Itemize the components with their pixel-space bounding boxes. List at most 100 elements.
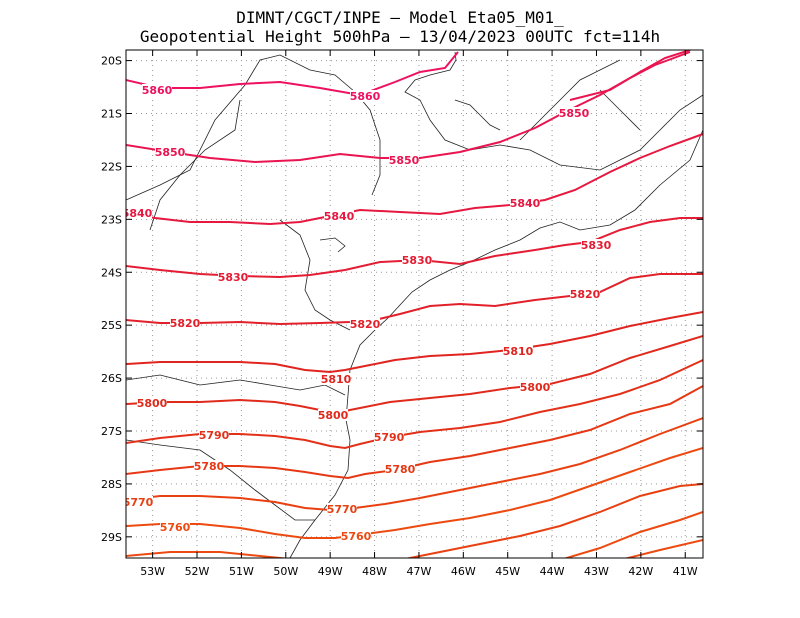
contour-label-background: [520, 381, 550, 393]
contour-label: 5760: [160, 521, 191, 534]
contour-label-background: [570, 288, 600, 300]
y-tick-label: 20S: [101, 55, 122, 68]
contour-label: 5850: [559, 107, 590, 120]
contour-label: 5810: [503, 345, 534, 358]
contour-label: 5840: [122, 207, 153, 220]
contour-label-background: [218, 271, 248, 283]
contour-label: 5830: [402, 254, 433, 267]
contour-label: 5790: [374, 431, 405, 444]
contour-label-background: [510, 197, 540, 209]
y-tick-label: 22S: [101, 160, 122, 173]
lake: [319, 237, 346, 253]
state-border: [126, 374, 346, 396]
contour-label-background: [126, 496, 153, 508]
y-tick-label: 27S: [101, 425, 122, 438]
contour-label: 5830: [218, 271, 249, 284]
contour-5790: [126, 359, 703, 450]
contour-label: 5800: [318, 409, 349, 422]
y-tick-label: 25S: [101, 319, 122, 332]
contour-label: 5760: [341, 530, 372, 543]
x-tick-label: 49W: [318, 565, 343, 578]
contour-5850: [126, 51, 691, 164]
contour-5760: [126, 447, 703, 539]
contour-5800: [126, 335, 703, 414]
contour-5810: [126, 311, 703, 374]
title-line-1: DIMNT/CGCT/INPE – Model Eta05_M01_: [236, 8, 564, 27]
contour-label: 5800: [520, 381, 551, 394]
contour-label: 5800: [137, 397, 168, 410]
contour-5780: [126, 385, 703, 480]
contour-label-background: [170, 317, 200, 329]
x-axis: 53W 52W 51W 50W 49W 48W 47W 46W 45W 44W 43W 42W 41W: [140, 50, 698, 578]
plot-frame: [125, 49, 704, 559]
contour-label: 5820: [170, 317, 201, 330]
contour-5770: [126, 417, 703, 512]
x-tick-label: 45W: [495, 565, 520, 578]
contour-label-background: [350, 90, 380, 102]
contour-label-background: [389, 154, 419, 166]
y-tick-label: 24S: [101, 266, 122, 279]
contour-label-background: [341, 530, 371, 542]
y-tick-label: 28S: [101, 478, 122, 491]
contour-label: 5850: [155, 146, 186, 159]
y-tick-label: 29S: [101, 531, 122, 544]
contour-label: 5840: [510, 197, 541, 210]
contour-label: 5780: [194, 460, 225, 473]
state-border: [126, 439, 315, 521]
contour-label-background: [155, 146, 185, 158]
coastline: [404, 51, 703, 171]
x-tick-label: 48W: [362, 565, 387, 578]
state-border: [519, 59, 621, 141]
contour-label-background: [137, 397, 167, 409]
state-border: [126, 54, 381, 201]
contour-label-background: [321, 373, 351, 385]
contour-label: 5860: [142, 84, 173, 97]
contour-label-background: [374, 431, 404, 443]
coastline-and-borders: [126, 51, 703, 558]
title-line-2: Geopotential Height 500hPa – 13/04/2023 …: [139, 27, 661, 46]
state-border: [149, 99, 241, 231]
contour-label: 5840: [324, 210, 355, 223]
coastline: [289, 129, 703, 558]
contour-label-background: [194, 460, 224, 472]
y-axis: 20S 21S 22S 23S 24S 25S 26S 27S 28S 29S: [101, 55, 703, 544]
contour-label: 5820: [570, 288, 601, 301]
contour-label: 5860: [350, 90, 381, 103]
contour-label: 5790: [199, 429, 230, 442]
contour-label: 5770: [327, 503, 358, 516]
contour-5760: [623, 539, 703, 558]
contour-label: 5830: [581, 239, 612, 252]
contour-label: 5770: [123, 496, 154, 509]
contour-5760: [563, 511, 703, 558]
contour-label: 5850: [389, 154, 420, 167]
contour-5820: [126, 273, 703, 326]
contour-label-background: [324, 210, 354, 222]
contour-5760: [126, 551, 291, 558]
contour-label-background: [126, 207, 152, 219]
x-tick-label: 52W: [185, 565, 210, 578]
contour-label-background: [327, 503, 357, 515]
contour-label-background: [160, 521, 190, 533]
state-border: [599, 89, 641, 131]
contour-label-background: [142, 84, 172, 96]
x-tick-label: 42W: [628, 565, 653, 578]
grid-lines: [126, 50, 703, 558]
contour-label: 5820: [350, 318, 381, 331]
contour-label-background: [402, 254, 432, 266]
contour-5770: [404, 483, 703, 558]
y-tick-label: 21S: [101, 108, 122, 121]
y-tick-label: 23S: [101, 213, 122, 226]
x-tick-label: 41W: [673, 565, 698, 578]
contour-label: 5810: [321, 373, 352, 386]
x-tick-label: 50W: [273, 565, 298, 578]
contour-5840: [126, 133, 703, 226]
x-tick-label: 46W: [451, 565, 476, 578]
contour-label-background: [385, 463, 415, 475]
contour-5850: [569, 50, 691, 101]
y-tick-label: 26S: [101, 372, 122, 385]
state-border: [279, 219, 351, 331]
x-tick-label: 47W: [407, 565, 432, 578]
contour-label: 5780: [385, 463, 416, 476]
x-tick-label: 51W: [229, 565, 254, 578]
contour-label-background: [559, 107, 589, 119]
